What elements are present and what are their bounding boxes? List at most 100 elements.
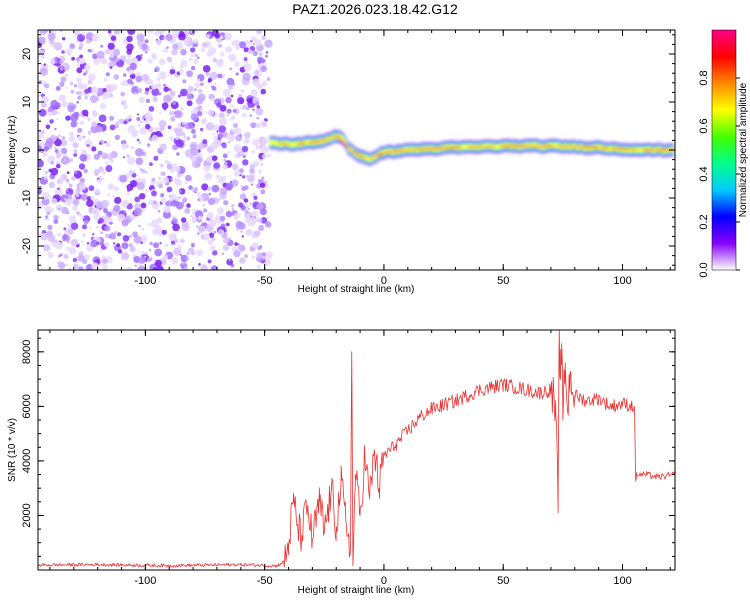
noise-speckle	[144, 39, 149, 44]
noise-speckle	[223, 237, 230, 244]
noise-speckle	[233, 212, 240, 219]
noise-speckle	[154, 66, 160, 72]
noise-speckle	[188, 121, 196, 129]
noise-speckle	[200, 82, 204, 87]
noise-speckle	[96, 50, 105, 59]
noise-speckle	[210, 97, 215, 102]
noise-speckle	[193, 38, 199, 44]
noise-speckle	[122, 139, 125, 142]
noise-speckle	[45, 124, 51, 130]
noise-speckle	[73, 263, 79, 269]
noise-speckle	[72, 257, 78, 263]
noise-speckle	[157, 91, 162, 96]
noise-speckle	[180, 59, 188, 68]
y-tick-label: 10	[21, 96, 33, 108]
noise-speckle	[265, 251, 273, 259]
noise-speckle	[246, 106, 250, 111]
noise-speckle	[107, 193, 110, 196]
noise-speckle	[159, 32, 162, 35]
x-tick-label: -100	[134, 575, 156, 587]
noise-speckle	[252, 50, 258, 57]
noise-speckle	[43, 233, 46, 236]
noise-speckle	[191, 160, 201, 169]
noise-speckle	[206, 212, 214, 219]
noise-speckle	[158, 120, 167, 128]
noise-speckle	[225, 161, 228, 165]
noise-speckle	[159, 171, 165, 177]
noise-speckle	[133, 235, 142, 244]
noise-speckle	[181, 107, 184, 110]
noise-speckle	[187, 86, 194, 93]
noise-speckle	[54, 147, 57, 150]
signal-track-peak	[393, 149, 405, 153]
noise-speckle	[197, 232, 200, 235]
noise-speckle	[158, 71, 167, 80]
noise-speckle	[197, 143, 205, 150]
noise-speckle	[202, 204, 206, 207]
colorbar-tick-label: 0.8	[698, 70, 710, 85]
noise-speckle	[68, 267, 71, 270]
noise-speckle	[58, 207, 61, 211]
noise-speckle	[260, 189, 266, 195]
noise-speckle	[256, 30, 263, 35]
noise-speckle	[64, 230, 68, 235]
noise-speckle	[77, 82, 83, 88]
noise-speckle	[102, 264, 108, 270]
noise-speckle	[201, 110, 204, 113]
noise-speckle	[91, 34, 99, 42]
noise-speckle	[158, 58, 166, 66]
noise-speckle	[261, 176, 265, 180]
noise-speckle	[65, 198, 73, 206]
noise-speckle	[240, 89, 245, 93]
colorbar-tick-label: 0.6	[698, 118, 710, 133]
noise-speckle	[225, 182, 234, 191]
noise-speckle	[70, 105, 75, 110]
noise-speckle	[212, 124, 220, 132]
noise-speckle	[218, 117, 228, 126]
noise-speckle	[151, 88, 160, 96]
noise-speckle	[43, 244, 51, 252]
noise-speckle	[243, 185, 249, 191]
spectrogram-x-axis: -100 -50 0 50 100	[49, 30, 671, 287]
noise-speckle	[129, 246, 136, 253]
noise-speckle	[71, 176, 76, 181]
noise-speckle	[159, 111, 162, 114]
noise-speckle	[180, 238, 185, 244]
noise-speckle	[163, 205, 171, 214]
noise-speckle	[179, 69, 184, 74]
noise-speckle	[162, 254, 169, 260]
noise-speckle	[250, 89, 258, 97]
noise-speckle	[107, 42, 115, 50]
noise-speckle	[219, 187, 228, 196]
noise-speckle	[259, 208, 267, 216]
noise-speckle	[108, 52, 115, 59]
noise-speckle	[109, 124, 116, 131]
noise-speckle	[258, 169, 262, 174]
y-tick-label: 20	[21, 48, 33, 60]
noise-speckle	[141, 73, 149, 81]
noise-speckle	[152, 267, 157, 270]
noise-speckle	[242, 175, 246, 179]
noise-speckle	[137, 88, 143, 93]
colorbar-gradient	[711, 29, 737, 271]
noise-speckle	[95, 201, 104, 209]
noise-speckle	[103, 90, 112, 99]
noise-speckle	[202, 65, 211, 73]
noise-speckle	[179, 254, 183, 257]
noise-speckle	[239, 174, 242, 177]
noise-speckle	[204, 111, 208, 114]
noise-speckle	[87, 130, 91, 133]
noise-speckle	[117, 232, 122, 237]
noise-speckle	[144, 255, 147, 258]
noise-speckle	[218, 44, 223, 48]
noise-speckle	[140, 202, 147, 209]
noise-speckle	[186, 203, 191, 208]
noise-speckle	[185, 174, 192, 182]
noise-speckle	[139, 193, 146, 200]
noise-speckle	[46, 218, 50, 221]
noise-speckle	[148, 199, 154, 206]
noise-speckle	[264, 39, 273, 48]
noise-speckle	[135, 148, 144, 157]
noise-speckle	[151, 54, 158, 60]
noise-speckle	[172, 101, 177, 105]
